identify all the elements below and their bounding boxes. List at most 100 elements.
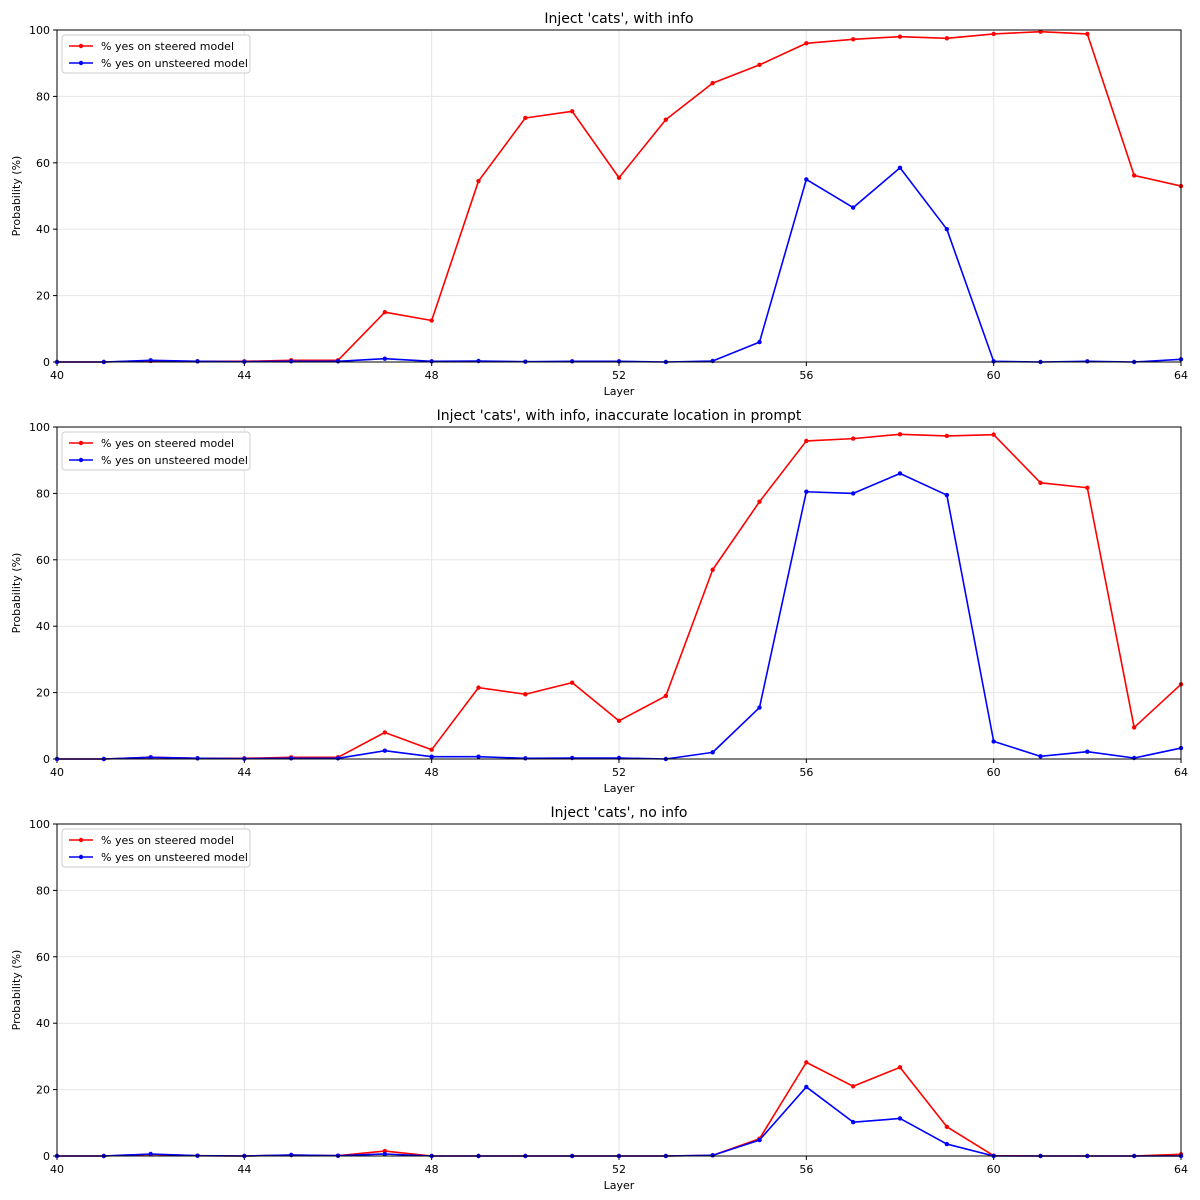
data-point	[991, 359, 996, 364]
data-point	[148, 755, 153, 760]
data-point	[757, 62, 762, 68]
data-point	[757, 499, 762, 504]
data-point	[991, 31, 996, 37]
data-point	[897, 34, 903, 39]
data-point	[148, 358, 153, 363]
data-point	[804, 41, 809, 46]
data-point	[850, 491, 856, 496]
data-point	[476, 754, 481, 759]
legend: % yes on steered model % yes on unsteered…	[61, 431, 251, 471]
y-tick-label: 100	[29, 24, 50, 37]
x-axis-label: Layer	[604, 782, 635, 795]
y-tick-label: 40	[36, 1017, 50, 1030]
y-tick-label: 80	[36, 90, 50, 103]
data-point	[382, 356, 388, 361]
x-tick-label: 40	[50, 766, 64, 779]
data-point	[1085, 359, 1090, 364]
data-point	[429, 754, 434, 759]
data-point	[288, 1152, 294, 1158]
data-point	[757, 339, 762, 345]
data-point	[944, 1141, 950, 1147]
x-tick-label: 40	[50, 1163, 64, 1176]
chart-panel-3: 40 44 48 52 56 60 64 0 20 40 60 80 100 Inject 'cats',…	[10, 805, 1188, 1192]
y-tick-label: 0	[43, 753, 50, 766]
x-tick-label: 44	[237, 369, 251, 382]
data-point	[710, 80, 715, 86]
legend-label: % yes on steered model	[101, 437, 234, 450]
legend-marker	[78, 457, 84, 463]
data-point	[804, 489, 809, 494]
data-point	[288, 756, 294, 761]
y-axis-label: Probability (%)	[10, 156, 23, 237]
data-point	[382, 310, 388, 315]
data-point	[523, 692, 528, 697]
data-point	[569, 109, 575, 114]
y-tick-label: 100	[29, 818, 50, 831]
data-point	[429, 359, 434, 364]
data-point	[897, 165, 903, 170]
data-point	[1085, 485, 1090, 490]
data-point	[710, 358, 715, 364]
data-point	[1038, 480, 1043, 485]
x-tick-label: 52	[612, 766, 626, 779]
data-point	[476, 685, 481, 690]
y-tick-label: 20	[36, 290, 50, 303]
x-tick-label: 52	[612, 1163, 626, 1176]
y-tick-label: 20	[36, 1084, 50, 1097]
data-point	[195, 756, 200, 761]
y-tick-label: 60	[36, 157, 50, 170]
legend-marker	[78, 854, 84, 860]
data-point	[663, 693, 669, 699]
chart-panel-1: 40 44 48 52 56 60 64 0 20 40 60 80 100 Inject 'cats',…	[10, 11, 1188, 398]
x-tick-label: 48	[425, 1163, 439, 1176]
data-point	[335, 359, 341, 364]
legend-marker	[78, 837, 84, 843]
data-point	[523, 115, 528, 121]
data-point	[804, 1084, 809, 1090]
data-point	[429, 318, 434, 323]
data-point	[991, 739, 996, 744]
y-tick-label: 100	[29, 421, 50, 434]
data-point	[569, 680, 575, 685]
x-tick-label: 56	[799, 1163, 813, 1176]
legend-label: % yes on unsteered model	[101, 57, 248, 70]
chart-title: Inject 'cats', with info	[544, 11, 693, 27]
legend-marker	[78, 43, 84, 49]
plot-frame	[56, 426, 1182, 760]
plot-frame	[56, 823, 1182, 1157]
data-point	[476, 178, 481, 184]
x-tick-label: 60	[987, 369, 1001, 382]
legend-label: % yes on unsteered model	[101, 851, 248, 864]
data-point	[148, 1151, 153, 1157]
chart-panel-2: 40 44 48 52 56 60 64 0 20 40 60 80 100 Inject 'cats',…	[10, 408, 1188, 795]
data-point	[944, 492, 950, 498]
data-point	[476, 358, 481, 364]
data-point	[1038, 29, 1043, 34]
chart-title: Inject 'cats', with info, inaccurate loc…	[437, 408, 802, 424]
x-tick-label: 64	[1174, 369, 1188, 382]
x-tick-label: 52	[612, 369, 626, 382]
data-point	[850, 205, 856, 210]
data-point	[804, 438, 809, 444]
x-tick-label: 44	[237, 1163, 251, 1176]
x-tick-label: 48	[425, 369, 439, 382]
legend-label: % yes on steered model	[101, 834, 234, 847]
data-point	[1131, 725, 1137, 730]
x-tick-label: 56	[799, 766, 813, 779]
x-tick-label: 64	[1174, 766, 1188, 779]
data-point	[804, 1060, 809, 1065]
data-point	[850, 1119, 856, 1125]
legend-label: % yes on steered model	[101, 40, 234, 53]
data-point	[382, 730, 388, 735]
data-point	[569, 755, 575, 761]
data-point	[710, 750, 715, 755]
legend: % yes on steered model % yes on unsteered…	[61, 34, 251, 74]
x-axis-label: Layer	[604, 1179, 635, 1192]
data-point	[616, 718, 622, 724]
data-point	[616, 755, 622, 761]
y-tick-label: 0	[43, 356, 50, 369]
data-point	[382, 748, 388, 753]
y-tick-label: 60	[36, 554, 50, 567]
data-point	[897, 1065, 903, 1070]
legend-box	[61, 431, 251, 471]
